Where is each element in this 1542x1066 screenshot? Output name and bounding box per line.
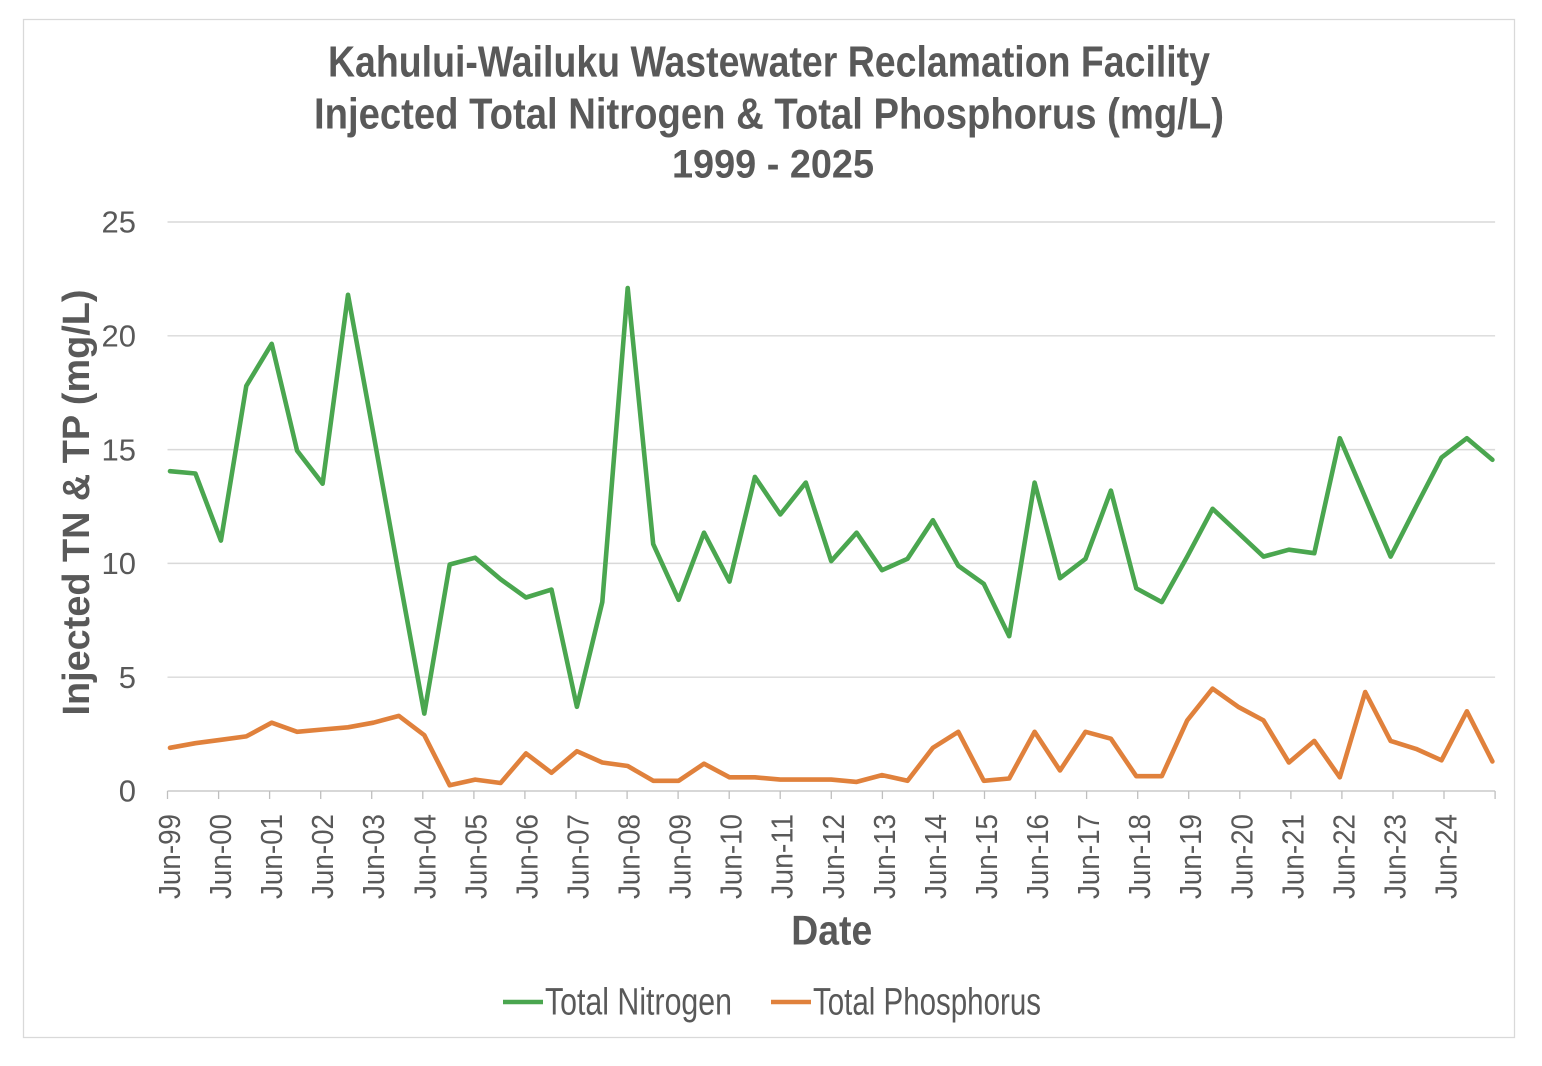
svg-text:Jun-13: Jun-13 [867, 814, 902, 899]
svg-text:0: 0 [119, 774, 136, 809]
svg-text:Jun-12: Jun-12 [816, 814, 851, 899]
svg-text:Kahului-Wailuku Wastewater Rec: Kahului-Wailuku Wastewater Reclamation F… [328, 37, 1210, 86]
svg-text:Jun-17: Jun-17 [1071, 814, 1106, 899]
svg-text:Jun-18: Jun-18 [1122, 814, 1157, 899]
svg-text:Jun-16: Jun-16 [1020, 814, 1055, 899]
svg-text:Jun-08: Jun-08 [612, 814, 647, 899]
svg-text:Date: Date [791, 907, 872, 954]
svg-text:Jun-09: Jun-09 [663, 814, 698, 899]
svg-text:Jun-04: Jun-04 [407, 814, 442, 899]
svg-text:Jun-22: Jun-22 [1326, 814, 1361, 899]
svg-text:Jun-21: Jun-21 [1275, 814, 1310, 899]
svg-text:Jun-99: Jun-99 [152, 814, 187, 899]
svg-text:Jun-05: Jun-05 [458, 814, 493, 899]
svg-text:Jun-03: Jun-03 [356, 814, 391, 899]
svg-text:Jun-19: Jun-19 [1173, 814, 1208, 899]
svg-text:Jun-07: Jun-07 [561, 814, 596, 899]
svg-text:5: 5 [119, 660, 136, 695]
svg-text:20: 20 [102, 319, 136, 354]
svg-text:Injected TN & TP (mg/L): Injected TN & TP (mg/L) [56, 290, 98, 716]
svg-text:Jun-23: Jun-23 [1378, 814, 1413, 899]
svg-text:Jun-14: Jun-14 [918, 814, 953, 899]
svg-text:Jun-01: Jun-01 [254, 814, 289, 899]
svg-text:1999 - 2025: 1999 - 2025 [672, 142, 874, 186]
svg-text:Jun-10: Jun-10 [714, 814, 749, 899]
svg-text:10: 10 [102, 546, 136, 581]
svg-text:15: 15 [102, 432, 136, 467]
svg-text:Jun-20: Jun-20 [1224, 814, 1259, 899]
svg-text:Jun-24: Jun-24 [1429, 814, 1464, 899]
svg-text:Total Nitrogen: Total Nitrogen [545, 982, 732, 1024]
svg-text:Jun-11: Jun-11 [765, 814, 800, 899]
svg-text:25: 25 [102, 205, 136, 240]
svg-text:Jun-06: Jun-06 [509, 814, 544, 899]
svg-text:Jun-00: Jun-00 [203, 814, 238, 899]
svg-text:Jun-02: Jun-02 [305, 814, 340, 899]
svg-text:Total Phosphorus: Total Phosphorus [813, 982, 1041, 1024]
svg-text:Injected Total Nitrogen & Tota: Injected Total Nitrogen & Total Phosphor… [314, 90, 1224, 139]
svg-text:Jun-15: Jun-15 [969, 814, 1004, 899]
